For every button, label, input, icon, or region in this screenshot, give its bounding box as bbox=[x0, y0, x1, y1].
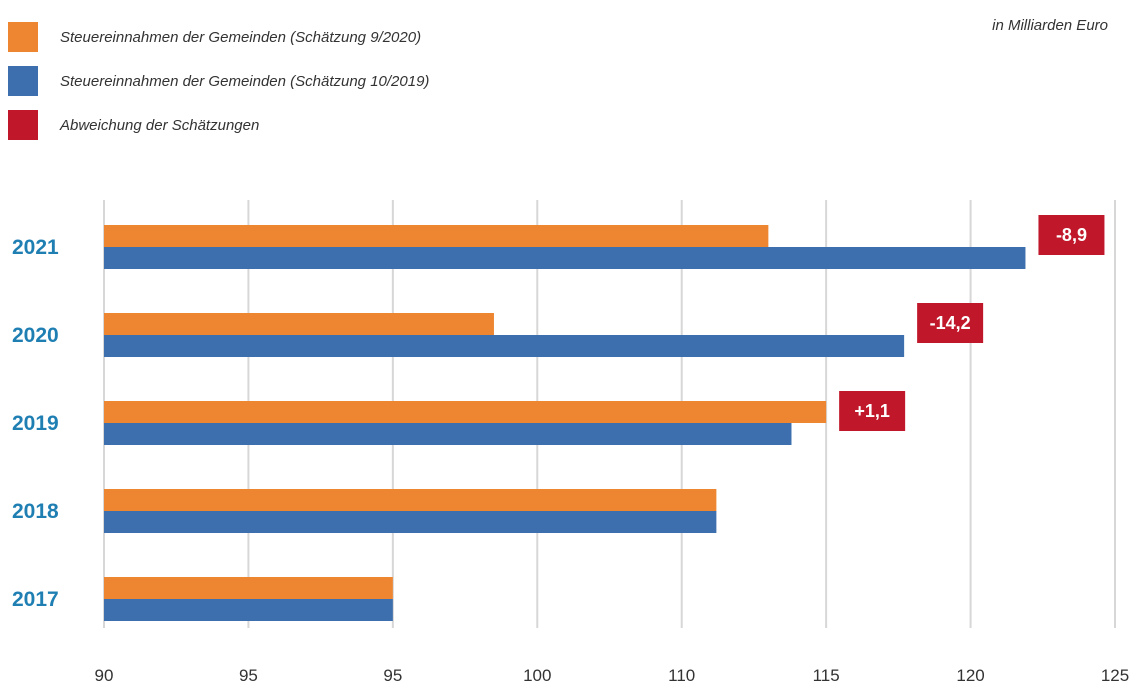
legend-label: Steuereinnahmen der Gemeinden (Schätzung… bbox=[60, 28, 422, 46]
x-tick-label: 125 bbox=[1101, 666, 1129, 685]
legend: Steuereinnahmen der Gemeinden (Schätzung… bbox=[8, 22, 429, 154]
x-tick-label: 110 bbox=[668, 666, 695, 685]
category-label: 2018 bbox=[12, 500, 59, 523]
x-tick-label: 115 bbox=[813, 666, 840, 685]
x-tick-label: 120 bbox=[956, 666, 984, 685]
legend-label: Steuereinnahmen der Gemeinden (Schätzung… bbox=[60, 72, 430, 90]
bar-estimate-9-2020 bbox=[104, 225, 769, 247]
difference-label: -8,9 bbox=[1056, 225, 1087, 245]
x-tick-label: 90 bbox=[95, 666, 114, 685]
bar-estimate-9-2020 bbox=[104, 577, 393, 599]
legend-swatch-blue bbox=[8, 66, 38, 96]
category-label: 2017 bbox=[12, 588, 59, 611]
category-label: 2020 bbox=[12, 324, 59, 347]
difference-badge bbox=[1038, 215, 1105, 255]
difference-badge bbox=[839, 391, 906, 431]
x-tick-label: 95 bbox=[239, 666, 258, 685]
legend-item: Steuereinnahmen der Gemeinden (Schätzung… bbox=[8, 22, 429, 52]
bar-estimate-9-2020 bbox=[104, 401, 827, 423]
bar-estimate-10-2019 bbox=[104, 511, 717, 533]
difference-label: +1,1 bbox=[854, 401, 890, 421]
legend-swatch-red bbox=[8, 110, 38, 140]
category-label: 2021 bbox=[12, 236, 59, 259]
bar-estimate-10-2019 bbox=[104, 423, 792, 445]
legend-item: Steuereinnahmen der Gemeinden (Schätzung… bbox=[8, 66, 429, 96]
legend-label: Abweichung der Schätzungen bbox=[60, 116, 260, 134]
bar-estimate-9-2020 bbox=[104, 313, 494, 335]
legend-item: Abweichung der Schätzungen bbox=[8, 110, 429, 140]
category-label: 2019 bbox=[12, 412, 59, 435]
bar-estimate-9-2020 bbox=[104, 489, 717, 511]
bar-estimate-10-2019 bbox=[104, 247, 1026, 269]
difference-label: -14,2 bbox=[930, 313, 971, 333]
x-tick-label: 95 bbox=[383, 666, 402, 685]
unit-note: in Milliarden Euro bbox=[992, 17, 1108, 34]
legend-swatch-orange bbox=[8, 22, 38, 52]
bar-estimate-10-2019 bbox=[104, 599, 393, 621]
bar-estimate-10-2019 bbox=[104, 335, 905, 357]
difference-badge bbox=[917, 303, 984, 343]
x-tick-label: 100 bbox=[523, 666, 551, 685]
